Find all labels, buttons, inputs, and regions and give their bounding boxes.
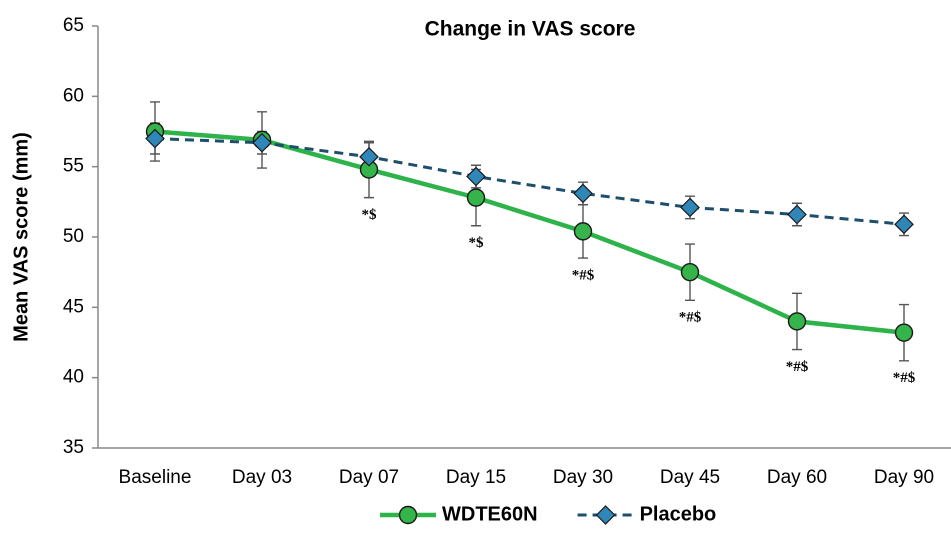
- data-point: [573, 222, 593, 241]
- data-point: [398, 505, 418, 525]
- data-point: [894, 323, 914, 342]
- x-tick-label: Day 90: [874, 467, 934, 488]
- annotation: *#$: [786, 359, 809, 375]
- series-line: [154, 137, 905, 226]
- y-tick-label: 35: [63, 437, 84, 458]
- legend-label: WDTE60N: [442, 503, 538, 525]
- data-point: [787, 204, 807, 225]
- y-tick-label: 40: [63, 367, 84, 388]
- legend-item: WDTE60N: [380, 503, 538, 525]
- annotation: *$: [362, 207, 378, 223]
- data-point: [787, 312, 807, 331]
- y-tick-label: 55: [63, 156, 84, 177]
- x-tick-label: Day 03: [232, 467, 292, 488]
- x-tick-label: Day 60: [767, 467, 827, 488]
- data-point: [595, 505, 616, 525]
- y-tick-label: 45: [63, 296, 84, 317]
- data-point: [680, 197, 700, 218]
- series-line: [154, 129, 905, 335]
- annotation: *#$: [893, 370, 916, 386]
- annotation: *#$: [572, 268, 595, 284]
- x-tick-label: Day 07: [339, 467, 399, 488]
- y-axis-label: Mean VAS score (mm): [10, 132, 32, 342]
- data-point: [573, 183, 593, 204]
- annotation: *$: [469, 235, 485, 251]
- annotation: *#$: [679, 310, 702, 326]
- x-tick-label: Day 30: [553, 467, 613, 488]
- y-tick-label: 60: [63, 85, 84, 106]
- y-tick-label: 65: [63, 15, 84, 36]
- data-point: [680, 262, 700, 282]
- data-point: [145, 128, 165, 149]
- legend-item: Placebo: [577, 503, 717, 525]
- data-point: [466, 166, 486, 187]
- legend-label: Placebo: [640, 503, 717, 525]
- data-point: [894, 214, 914, 235]
- chart-title: Change in VAS score: [425, 18, 636, 41]
- x-tick-label: Day 15: [446, 467, 506, 488]
- data-point: [359, 146, 379, 167]
- data-point: [252, 132, 272, 153]
- data-point: [466, 188, 486, 207]
- y-tick-label: 50: [63, 226, 84, 247]
- x-tick-label: Baseline: [119, 467, 192, 488]
- x-tick-label: Day 45: [660, 467, 720, 488]
